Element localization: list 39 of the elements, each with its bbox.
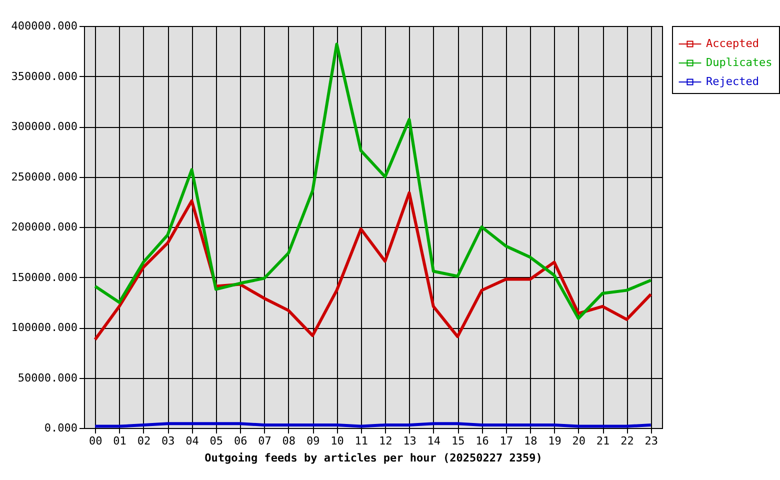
x-axis-title: Outgoing feeds by articles per hour (20250227 2359) <box>204 452 542 464</box>
x-tick-label: 05 <box>210 434 224 448</box>
x-tick-label: 02 <box>137 434 151 448</box>
x-tick-label: 11 <box>354 434 368 448</box>
x-tick-label: 10 <box>330 434 344 448</box>
y-tick-label: 50000.000 <box>18 371 78 384</box>
y-tick-label: 200000.000 <box>11 220 78 234</box>
y-tick-label: 400000.000 <box>11 20 78 32</box>
y-tick-label: 350000.000 <box>11 70 78 83</box>
x-tick-label: 01 <box>113 434 126 448</box>
x-tick-label: 07 <box>258 434 272 448</box>
x-tick-label: 14 <box>427 434 441 448</box>
line-series <box>94 42 652 320</box>
x-tick-label: 15 <box>451 434 465 448</box>
y-tick-label: 100000.000 <box>11 321 78 334</box>
line-series <box>94 191 652 342</box>
x-tick-label: 22 <box>620 434 634 448</box>
x-tick-label: 06 <box>234 434 248 448</box>
legend-label: Accepted <box>706 37 759 50</box>
x-tick-label: 19 <box>548 434 562 448</box>
legend-label: Rejected <box>706 75 759 88</box>
x-tick-label: 16 <box>476 434 489 448</box>
x-tick-label: 23 <box>644 434 658 448</box>
x-tick-label: 12 <box>378 434 392 448</box>
x-tick-label: 17 <box>500 434 514 448</box>
y-tick-label: 250000.000 <box>11 170 78 184</box>
x-tick-label: 08 <box>282 434 296 448</box>
y-tick-label: 300000.000 <box>11 120 78 133</box>
y-tick-label: 0.000 <box>44 422 78 434</box>
x-tick-label: 21 <box>596 434 610 448</box>
y-tick-label: 150000.000 <box>11 270 78 284</box>
legend-label: Duplicates <box>706 56 772 69</box>
x-tick-label: 09 <box>306 434 320 448</box>
x-tick-label: 04 <box>186 434 200 448</box>
x-tick-label: 03 <box>161 434 175 448</box>
x-tick-label: 13 <box>403 434 416 448</box>
x-tick-label: 00 <box>88 434 102 448</box>
x-tick-label: 20 <box>572 434 586 448</box>
x-tick-label: 18 <box>524 434 538 448</box>
